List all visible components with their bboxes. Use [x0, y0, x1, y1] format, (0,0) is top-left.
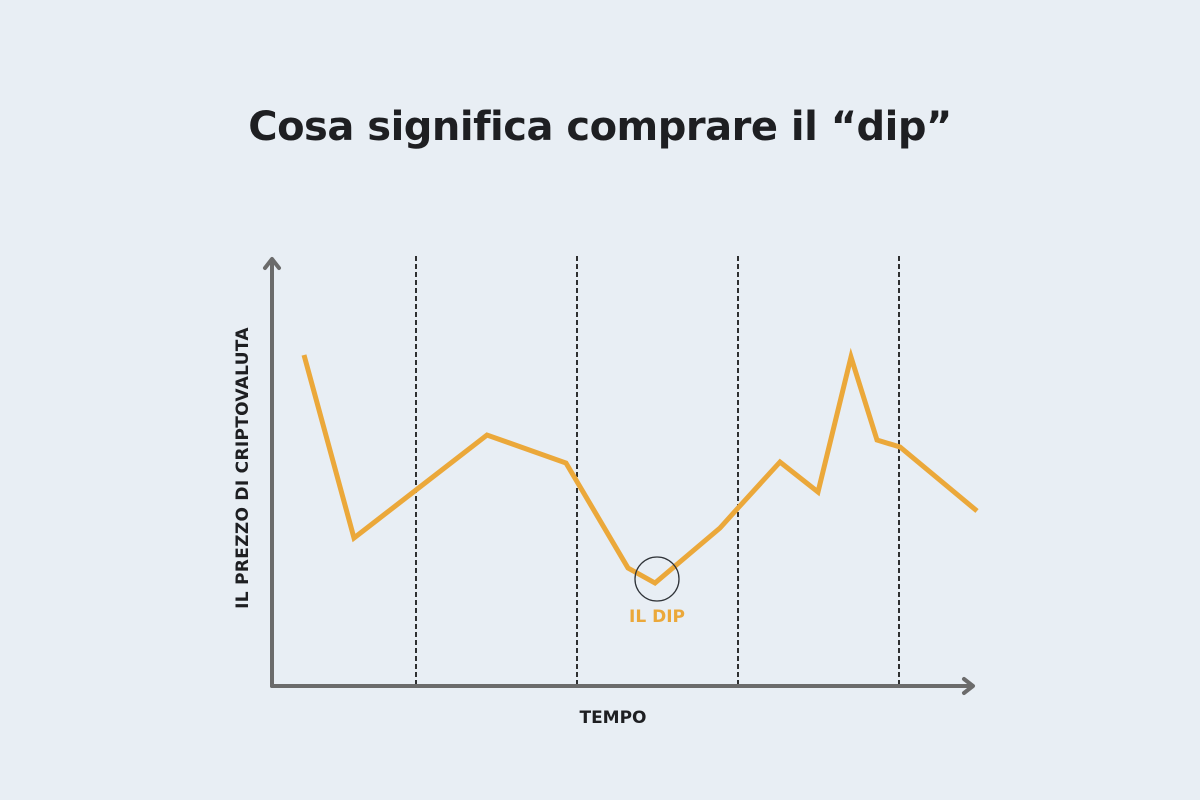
dip-annotation: IL DIP: [629, 607, 685, 627]
price-line: [301, 347, 979, 587]
dip-marker-circle: [634, 556, 680, 602]
y-axis-arrow-icon: [263, 257, 281, 270]
y-axis-label: IL PREZZO DI CRIPTOVALUTA: [233, 327, 253, 609]
x-axis-arrow-icon: [962, 677, 975, 695]
axes: [263, 257, 975, 695]
chart-title: Cosa significa comprare il “dip”: [248, 104, 952, 150]
x-axis-label: TEMPO: [579, 708, 647, 728]
